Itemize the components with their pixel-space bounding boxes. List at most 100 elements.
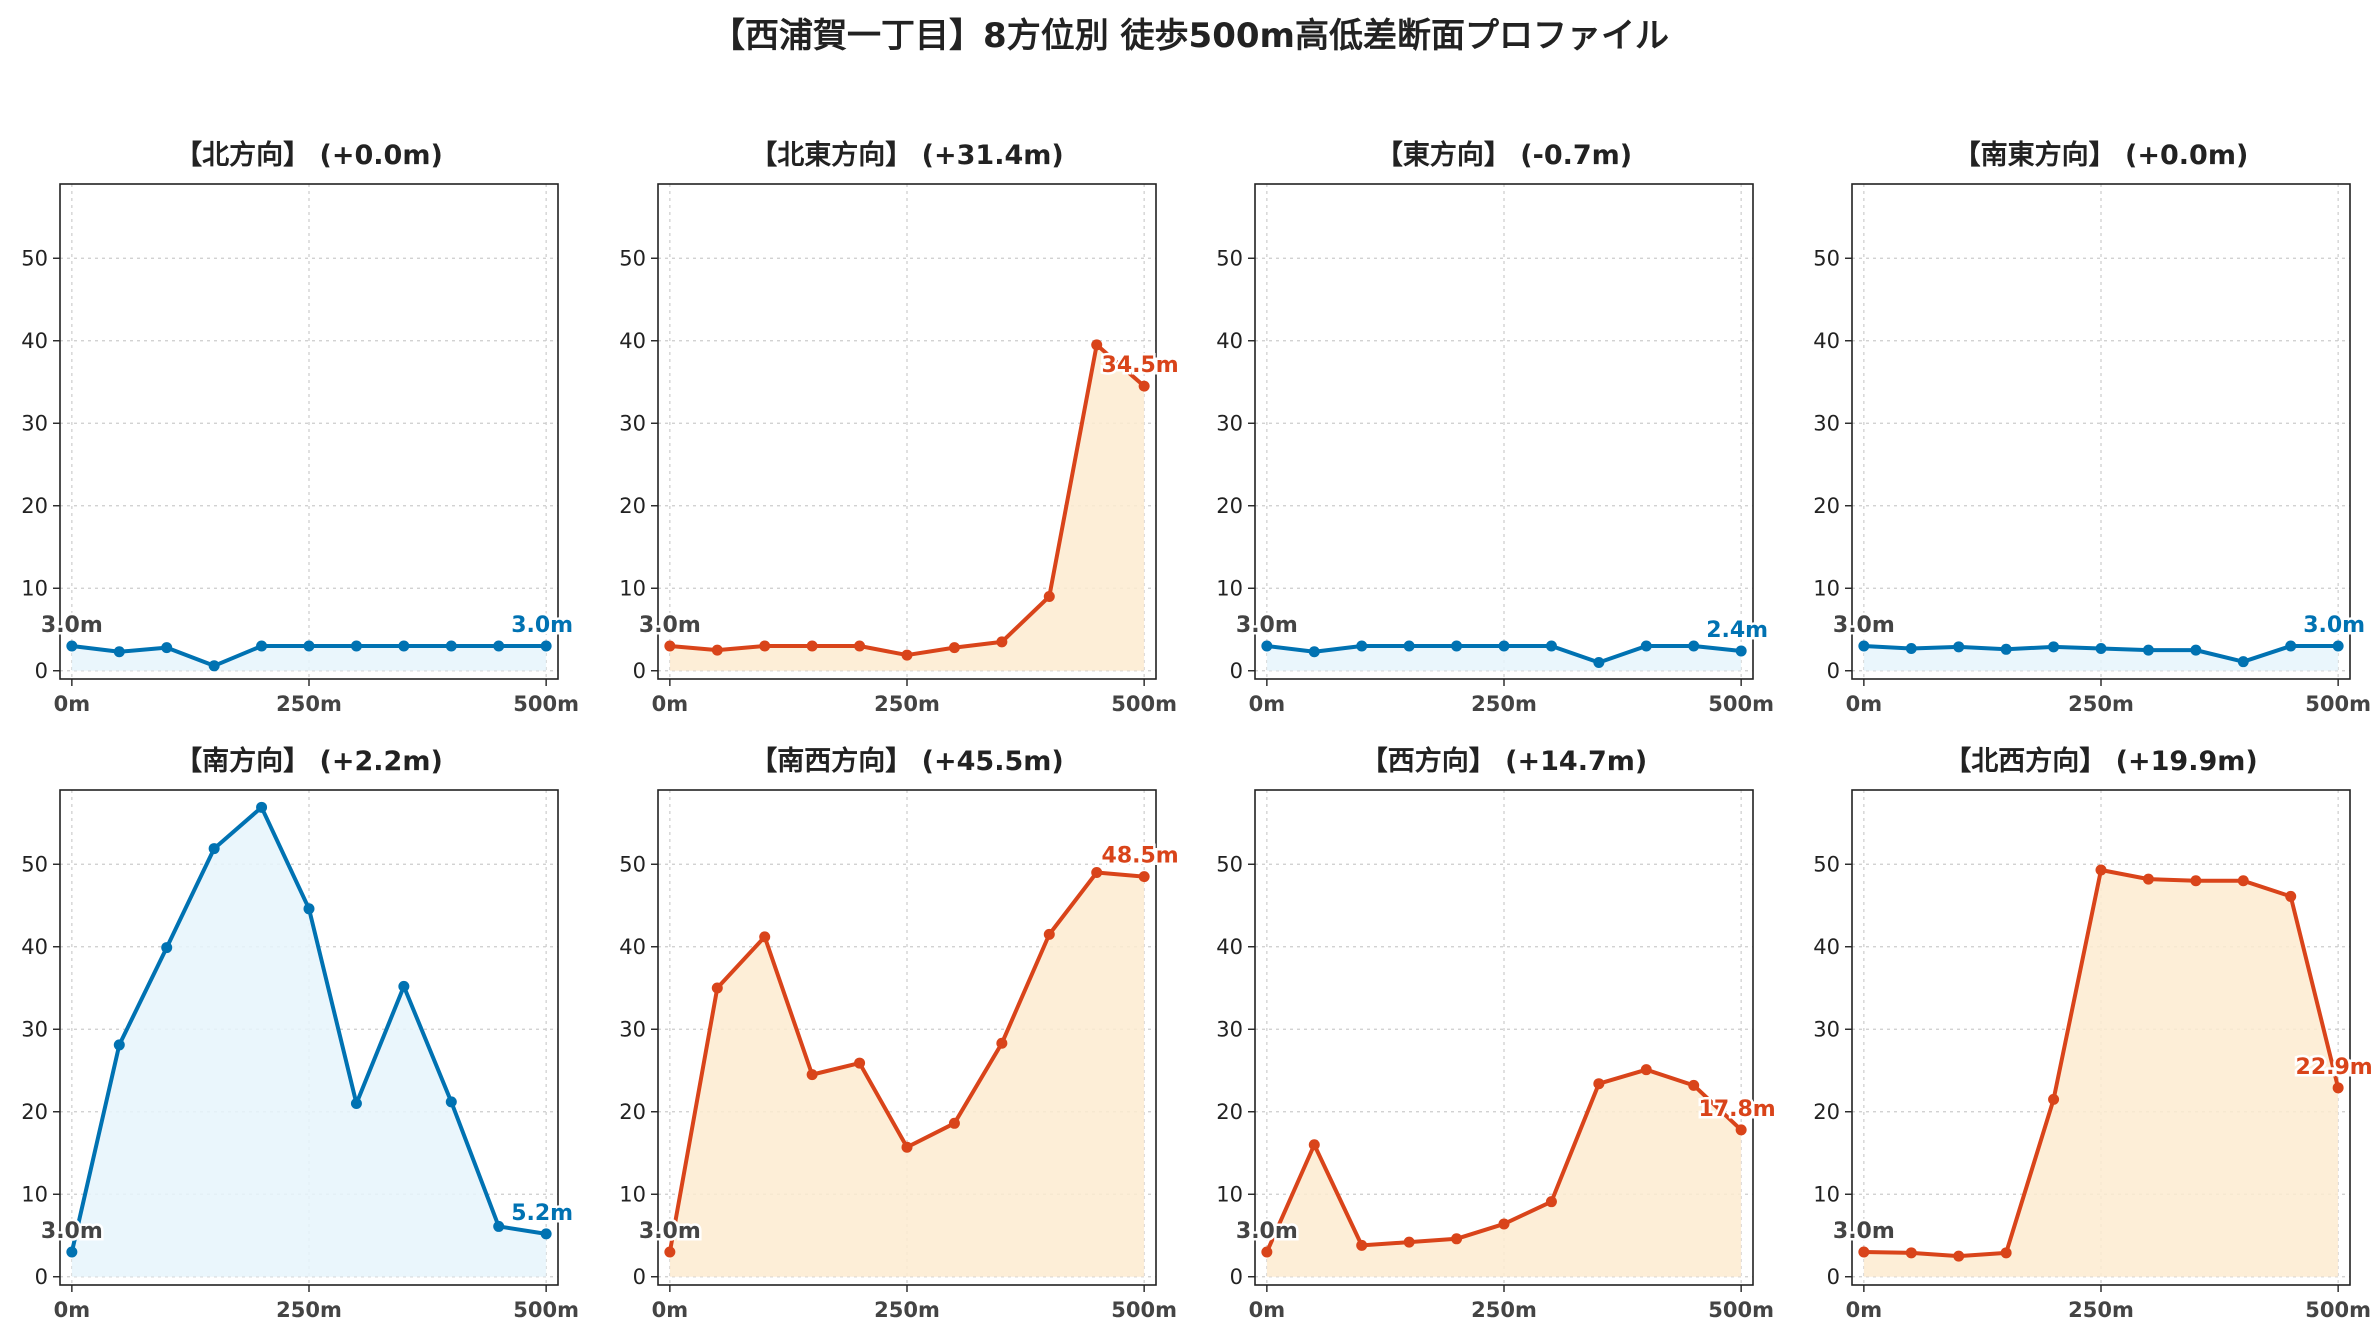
start-value-label: 3.0m: [1236, 1219, 1298, 1244]
y-tick-label: 40: [1216, 935, 1243, 959]
data-point: [1858, 1246, 1870, 1258]
data-point: [854, 1057, 866, 1069]
y-tick-label: 10: [619, 1182, 646, 1206]
y-tick-label: 40: [1813, 329, 1840, 353]
y-tick-label: 50: [1813, 246, 1840, 270]
start-value-label: 3.0m: [41, 1219, 103, 1244]
start-value-label: 3.0m: [639, 613, 701, 638]
y-tick-label: 30: [619, 411, 646, 435]
data-point: [711, 644, 723, 656]
data-point: [2048, 1093, 2060, 1105]
x-tick-label: 500m: [513, 1298, 579, 1322]
data-point: [901, 649, 913, 661]
y-tick-label: 0: [633, 1265, 646, 1289]
y-tick-label: 0: [1827, 659, 1840, 683]
data-point: [303, 903, 315, 915]
x-tick-label: 250m: [2068, 692, 2134, 716]
y-tick-label: 30: [21, 411, 48, 435]
data-point: [1451, 640, 1463, 652]
data-point: [2095, 864, 2107, 876]
x-tick-label: 0m: [1846, 692, 1883, 716]
data-point: [996, 1037, 1008, 1049]
y-tick-label: 10: [619, 576, 646, 600]
series-area: [1863, 646, 2339, 671]
data-point: [759, 640, 771, 652]
data-point: [1905, 1247, 1917, 1259]
y-tick-label: 40: [619, 329, 646, 353]
panel-title: 【南方向】 (+2.2m): [175, 745, 443, 777]
x-tick-label: 0m: [1249, 1298, 1286, 1322]
y-tick-label: 30: [1216, 411, 1243, 435]
series-area: [71, 807, 547, 1277]
y-tick-label: 10: [21, 1182, 48, 1206]
data-point: [2000, 643, 2012, 655]
x-tick-label: 500m: [1111, 1298, 1177, 1322]
data-point: [664, 640, 676, 652]
x-tick-label: 500m: [1111, 692, 1177, 716]
y-tick-label: 50: [619, 246, 646, 270]
y-tick-label: 20: [1216, 1100, 1243, 1124]
y-tick-label: 50: [1216, 852, 1243, 876]
x-tick-label: 250m: [1471, 1298, 1537, 1322]
y-tick-label: 20: [21, 494, 48, 518]
y-tick-label: 20: [1813, 1100, 1840, 1124]
data-point: [1091, 339, 1103, 351]
x-tick-label: 500m: [2305, 692, 2371, 716]
data-point: [1640, 1064, 1652, 1076]
data-point: [1498, 1218, 1510, 1230]
data-point: [66, 1246, 78, 1258]
data-point: [113, 646, 125, 658]
y-tick-label: 50: [1813, 852, 1840, 876]
end-value-label: 3.0m: [511, 613, 573, 638]
x-tick-label: 250m: [276, 692, 342, 716]
y-tick-label: 40: [21, 935, 48, 959]
data-point: [1261, 1246, 1273, 1258]
data-point: [1735, 645, 1747, 657]
data-point: [1593, 657, 1605, 668]
y-tick-label: 0: [1230, 1265, 1243, 1289]
y-tick-label: 50: [21, 852, 48, 876]
data-point: [493, 1220, 505, 1232]
x-tick-label: 0m: [652, 1298, 689, 1322]
y-tick-label: 40: [21, 329, 48, 353]
panel-title: 【南東方向】 (+0.0m): [1954, 139, 2249, 171]
y-tick-label: 20: [619, 494, 646, 518]
y-tick-label: 0: [35, 1265, 48, 1289]
data-point: [113, 1039, 125, 1051]
x-tick-label: 0m: [1846, 1298, 1883, 1322]
data-point: [1688, 640, 1700, 652]
series-area: [669, 344, 1145, 671]
data-point: [1308, 1139, 1320, 1151]
end-value-label: 48.5m: [1102, 844, 1179, 869]
x-tick-label: 0m: [1249, 692, 1286, 716]
data-point: [2142, 873, 2154, 885]
data-point: [161, 642, 173, 654]
y-tick-label: 10: [1813, 1182, 1840, 1206]
panel-title: 【北東方向】 (+31.4m): [750, 139, 1063, 171]
y-tick-label: 20: [21, 1100, 48, 1124]
data-point: [2048, 641, 2060, 653]
data-point: [1545, 640, 1557, 652]
panel-title: 【南西方向】 (+45.5m): [750, 745, 1063, 777]
data-point: [2190, 644, 2202, 656]
x-tick-label: 500m: [2305, 1298, 2371, 1322]
y-tick-label: 0: [1230, 659, 1243, 683]
y-tick-label: 10: [21, 576, 48, 600]
end-value-label: 17.8m: [1699, 1097, 1776, 1122]
x-tick-label: 250m: [874, 692, 940, 716]
data-point: [806, 1069, 818, 1081]
data-point: [303, 640, 315, 652]
data-point: [1498, 640, 1510, 652]
panel-title: 【東方向】 (-0.7m): [1376, 139, 1632, 171]
data-point: [806, 640, 818, 652]
data-point: [1138, 871, 1150, 883]
data-point: [1735, 1124, 1747, 1136]
panel-title: 【北方向】 (+0.0m): [175, 139, 443, 171]
data-point: [1043, 928, 1055, 940]
y-tick-label: 40: [619, 935, 646, 959]
data-point: [759, 931, 771, 943]
